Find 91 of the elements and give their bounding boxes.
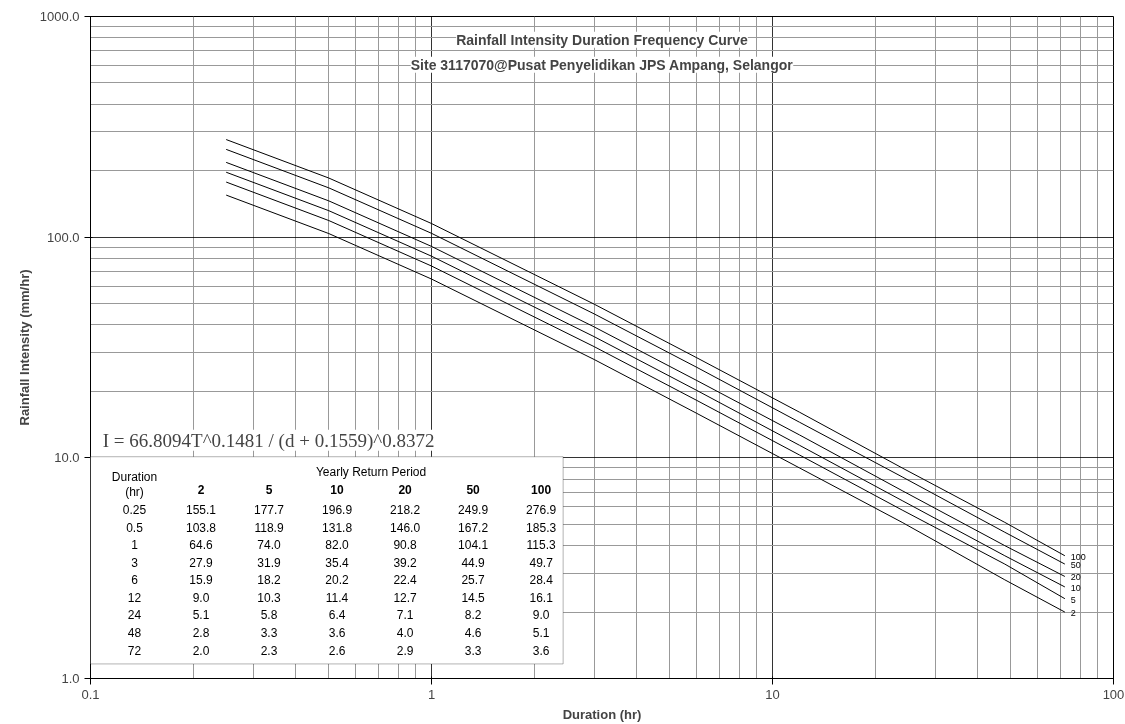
data-label: 16.1 xyxy=(529,590,554,605)
x-tick-label: 100 xyxy=(1102,686,1125,702)
data-label: 44.9 xyxy=(461,555,486,570)
data-label: 3.6 xyxy=(532,643,550,658)
legend-label: 5 xyxy=(265,483,273,498)
data-label: 5.1 xyxy=(532,625,550,640)
data-label: 14.5 xyxy=(461,590,486,605)
data-label: 15.9 xyxy=(189,573,213,588)
x-tick-label: 1 xyxy=(427,686,436,702)
data-label: 90.8 xyxy=(393,538,418,553)
data-label: 10.3 xyxy=(257,590,282,605)
data-label: 9.0 xyxy=(532,608,550,623)
annotation: I = 66.8094T^0.1481 / (d + 0.1559)^0.8372 xyxy=(102,429,435,452)
annotation: (hr) xyxy=(125,484,144,499)
series-label: 2 xyxy=(197,483,205,498)
y-tick-label: 100.0 xyxy=(46,229,80,245)
series-label: 10 xyxy=(1070,582,1081,593)
data-label: 39.2 xyxy=(393,555,418,570)
data-label: 103.8 xyxy=(185,520,217,535)
data-label: 3.3 xyxy=(464,643,482,658)
series-label: 20 xyxy=(1070,572,1081,583)
y-tick-label: 1.0 xyxy=(61,671,80,686)
data-label: 118.9 xyxy=(254,520,284,535)
data-label: 115.3 xyxy=(526,538,557,553)
x-tick-label: 0.1 xyxy=(81,686,100,702)
data-label: 4.6 xyxy=(464,625,482,640)
data-label: 249.9 xyxy=(458,503,489,518)
legend-label: 20 xyxy=(398,483,413,498)
data-label: 185.3 xyxy=(526,520,557,535)
category-label: 72 xyxy=(127,643,142,658)
data-label: 104.1 xyxy=(458,538,489,553)
data-label: 2.0 xyxy=(192,643,210,658)
y-tick-label: 10.0 xyxy=(54,450,80,466)
data-label: 177.7 xyxy=(254,503,285,518)
y-axis-title: Rainfall Intensity (mm/hr) xyxy=(16,269,32,426)
data-label: 146.0 xyxy=(390,520,421,535)
data-label: 35.4 xyxy=(325,555,350,570)
category-label: 3 xyxy=(131,555,139,570)
data-label: 4.0 xyxy=(396,625,414,640)
legend-title: Yearly Return Period xyxy=(315,464,427,479)
category-label: 6 xyxy=(131,573,139,588)
data-label: 2.3 xyxy=(260,643,278,658)
category-label: 1 xyxy=(131,538,139,553)
data-label: 3.6 xyxy=(328,625,346,640)
data-label: 5.1 xyxy=(192,608,210,623)
data-label: 7.1 xyxy=(396,608,414,623)
series-label: 5 xyxy=(1070,594,1076,605)
category-label: 12 xyxy=(127,590,142,605)
series-label: 2 xyxy=(1070,608,1076,619)
category-label: 0.25 xyxy=(122,503,147,518)
data-label: 2.8 xyxy=(192,625,210,640)
x-axis-title: Duration (hr) xyxy=(562,706,642,722)
data-label: 74.0 xyxy=(257,538,282,553)
data-label: 2.6 xyxy=(328,643,346,658)
legend-label: 50 xyxy=(466,483,481,498)
data-label: 22.4 xyxy=(393,573,418,588)
data-label: 218.2 xyxy=(390,503,421,518)
series-label: 100 xyxy=(1070,551,1086,562)
data-label: 12.7 xyxy=(393,590,418,605)
data-label: 11.4 xyxy=(325,590,349,605)
series-label: 50 xyxy=(1070,560,1081,571)
category-label: 24 xyxy=(127,608,142,623)
legend-label: 10 xyxy=(330,483,345,498)
data-label: 5.8 xyxy=(260,608,278,623)
data-label: 25.7 xyxy=(461,573,486,588)
data-label: 131.8 xyxy=(322,520,353,535)
data-label: 9.0 xyxy=(192,590,210,605)
data-label: 20.2 xyxy=(325,573,350,588)
data-label: 31.9 xyxy=(257,555,282,570)
data-label: 8.2 xyxy=(464,608,482,623)
x-tick-label: 10 xyxy=(765,686,780,702)
data-label: 155.1 xyxy=(185,503,217,518)
annotation: Duration xyxy=(111,469,158,484)
legend-label: 100 xyxy=(531,483,552,498)
data-label: 3.3 xyxy=(260,625,278,640)
text: Site 3117070@Pusat Penyelidikan JPS Ampang, Selangor xyxy=(410,56,794,73)
data-label: 276.9 xyxy=(526,503,557,518)
y-tick-label: 1000.0 xyxy=(39,9,80,24)
data-label: 167.2 xyxy=(458,520,489,535)
category-label: 0.5 xyxy=(126,520,144,535)
data-label: 64.6 xyxy=(189,538,213,553)
data-label: 28.4 xyxy=(529,573,554,588)
data-label: 2.9 xyxy=(396,643,414,658)
data-label: 49.7 xyxy=(529,555,554,570)
text: Rainfall Intensity Duration Frequency Curve xyxy=(456,31,749,48)
data-label: 82.0 xyxy=(325,538,350,553)
data-label: 196.9 xyxy=(322,503,353,518)
category-label: 48 xyxy=(127,625,142,640)
data-label: 18.2 xyxy=(257,573,282,588)
data-label: 6.4 xyxy=(328,608,346,623)
data-label: 27.9 xyxy=(189,555,213,570)
